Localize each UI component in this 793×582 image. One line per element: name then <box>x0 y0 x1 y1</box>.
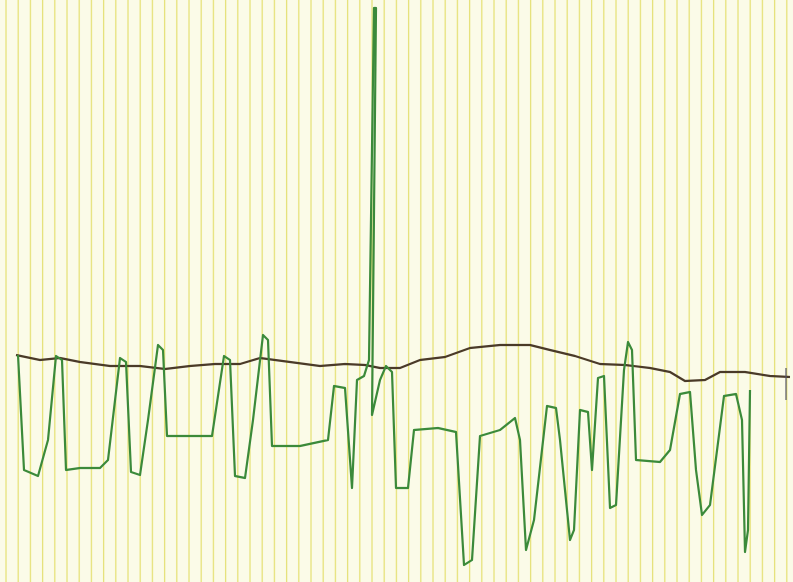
grid <box>0 0 793 582</box>
page <box>0 0 793 582</box>
chart-recording <box>0 0 793 582</box>
